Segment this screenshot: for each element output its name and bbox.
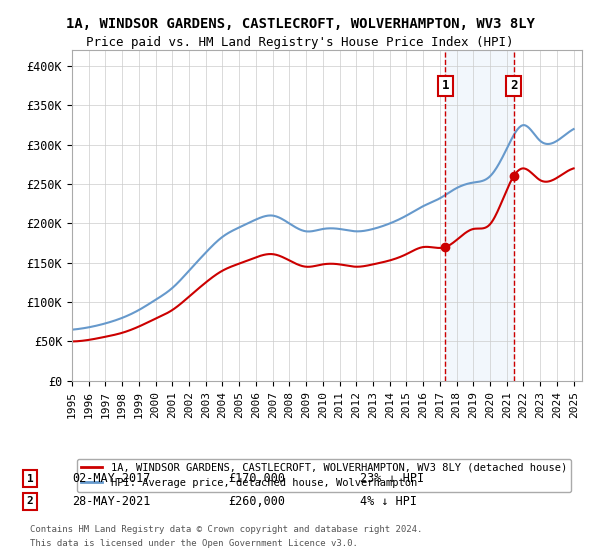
Text: £170,000: £170,000 <box>228 472 285 486</box>
Text: Price paid vs. HM Land Registry's House Price Index (HPI): Price paid vs. HM Land Registry's House … <box>86 36 514 49</box>
Text: This data is licensed under the Open Government Licence v3.0.: This data is licensed under the Open Gov… <box>30 539 358 548</box>
Text: 2: 2 <box>510 80 517 92</box>
Text: 2: 2 <box>26 496 34 506</box>
Text: 4% ↓ HPI: 4% ↓ HPI <box>360 494 417 508</box>
Text: £260,000: £260,000 <box>228 494 285 508</box>
Legend: 1A, WINDSOR GARDENS, CASTLECROFT, WOLVERHAMPTON, WV3 8LY (detached house), HPI: : 1A, WINDSOR GARDENS, CASTLECROFT, WOLVER… <box>77 459 571 492</box>
Bar <box>445 50 514 381</box>
Text: 1A, WINDSOR GARDENS, CASTLECROFT, WOLVERHAMPTON, WV3 8LY: 1A, WINDSOR GARDENS, CASTLECROFT, WOLVER… <box>65 17 535 31</box>
Text: 1: 1 <box>442 80 449 92</box>
Text: 02-MAY-2017: 02-MAY-2017 <box>72 472 151 486</box>
Text: 1: 1 <box>26 474 34 484</box>
Text: Contains HM Land Registry data © Crown copyright and database right 2024.: Contains HM Land Registry data © Crown c… <box>30 525 422 534</box>
Text: 28-MAY-2021: 28-MAY-2021 <box>72 494 151 508</box>
Text: 23% ↓ HPI: 23% ↓ HPI <box>360 472 424 486</box>
